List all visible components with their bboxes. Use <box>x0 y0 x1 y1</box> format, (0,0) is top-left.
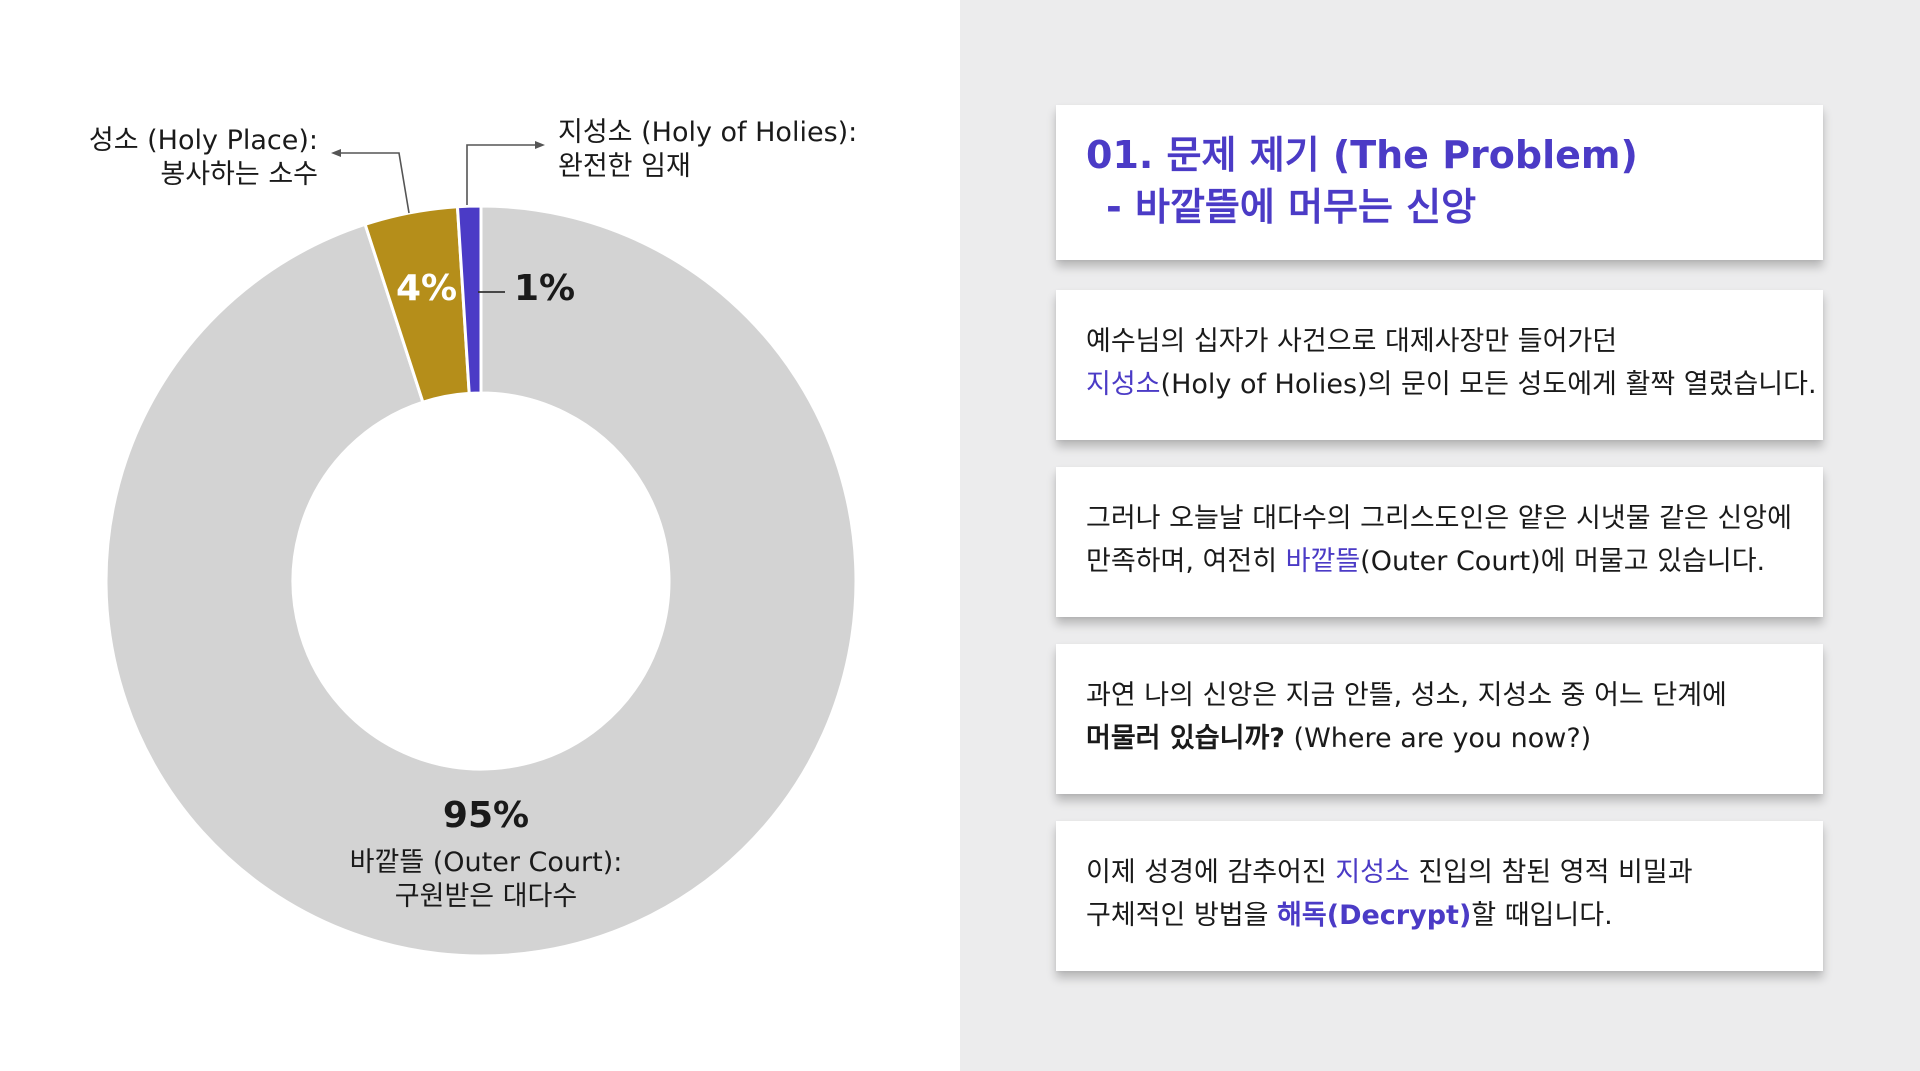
callout-holies-line2: 완전한 임재 <box>558 151 691 182</box>
card4-line2-pre: 구체적인 방법을 <box>1086 900 1278 931</box>
donut-slices <box>104 204 858 958</box>
slice-value-label-holies: 1% <box>514 268 576 309</box>
callout-holy-place: 성소 (Holy Place): 봉사하는 소수 <box>60 124 318 192</box>
slice-value-label-holy-place: 4% <box>396 268 458 309</box>
title-card: 01. 문제 제기 (The Problem) - 바깥뜰에 머무는 신앙 <box>1056 105 1823 260</box>
slice-holies <box>455 204 483 395</box>
card3-bold: 머물러 있습니까? <box>1086 723 1285 754</box>
card1-line2: 지성소(Holy of Holies)의 문이 모든 성도에게 활짝 열렸습니다… <box>1086 363 1817 406</box>
holies-arrowhead <box>535 141 545 149</box>
holy-place-arrowhead <box>331 149 341 157</box>
holy-place-leader <box>338 152 410 214</box>
callout-holy-place-line2: 봉사하는 소수 <box>160 159 318 190</box>
chart-panel: 4% 1% 95% 바깥뜰 (Outer Court): 구원받은 대다수 성소… <box>60 116 898 958</box>
card1-line1: 예수님의 십자가 사건으로 대제사장만 들어가던 <box>1086 326 1618 357</box>
card1-line2-rest: (Holy of Holies)의 문이 모든 성도에게 활짝 열렸습니다. <box>1160 369 1817 400</box>
card4-highlight-1: 지성소 <box>1335 857 1410 888</box>
slice-value-label-outer-court: 95% <box>442 795 530 836</box>
callout-holies: 지성소 (Holy of Holies): 완전한 임재 <box>558 116 898 184</box>
content-card-2: 그러나 오늘날 대다수의 그리스도인은 얕은 시냇물 같은 신앙에 만족하며, … <box>1056 467 1823 617</box>
card3-line1: 과연 나의 신앙은 지금 안뜰, 성소, 지성소 중 어느 단계에 <box>1086 680 1727 711</box>
callout-outer-court-line1: 바깥뜰 (Outer Court): <box>349 847 623 878</box>
card4-line2: 구체적인 방법을 해독(Decrypt)할 때입니다. <box>1086 894 1799 937</box>
card4-line2-post: 할 때입니다. <box>1471 900 1613 931</box>
content-card-1: 예수님의 십자가 사건으로 대제사장만 들어가던 지성소(Holy of Hol… <box>1056 290 1823 440</box>
card2-line2: 만족하며, 여전히 바깥뜰(Outer Court)에 머물고 있습니다. <box>1086 540 1799 583</box>
donut-chart <box>104 141 858 958</box>
card2-line2-pre: 만족하며, 여전히 <box>1086 546 1286 577</box>
card2-line2-post: (Outer Court)에 머물고 있습니다. <box>1360 546 1766 577</box>
callout-holy-place-line1: 성소 (Holy Place): <box>88 125 318 156</box>
card4-highlight-2: 해독(Decrypt) <box>1277 900 1472 931</box>
card1-highlight: 지성소 <box>1086 369 1161 400</box>
content-card-3: 과연 나의 신앙은 지금 안뜰, 성소, 지성소 중 어느 단계에 머물러 있습… <box>1056 644 1823 794</box>
slice-outer-court <box>104 204 858 958</box>
callout-outer-court: 바깥뜰 (Outer Court): 구원받은 대다수 <box>336 846 636 914</box>
page-title: 01. 문제 제기 (The Problem) <box>1086 133 1638 177</box>
holies-leader <box>466 144 537 205</box>
callout-outer-court-line2: 구원받은 대다수 <box>394 881 578 912</box>
callout-holies-line1: 지성소 (Holy of Holies): <box>558 117 858 148</box>
card3-line2-rest: (Where are you now?) <box>1284 723 1592 754</box>
page-subtitle: - 바깥뜰에 머무는 신앙 <box>1106 185 1477 229</box>
content-card-4: 이제 성경에 감추어진 지성소 진입의 참된 영적 비밀과 구체적인 방법을 해… <box>1056 821 1823 971</box>
card2-line1: 그러나 오늘날 대다수의 그리스도인은 얕은 시냇물 같은 신앙에 <box>1086 503 1792 534</box>
card3-line2: 머물러 있습니까? (Where are you now?) <box>1086 717 1799 760</box>
card4-line1: 이제 성경에 감추어진 지성소 진입의 참된 영적 비밀과 <box>1086 851 1799 894</box>
card4-line1-pre: 이제 성경에 감추어진 <box>1086 857 1336 888</box>
card4-line1-post: 진입의 참된 영적 비밀과 <box>1409 857 1693 888</box>
card2-highlight: 바깥뜰 <box>1285 546 1361 577</box>
